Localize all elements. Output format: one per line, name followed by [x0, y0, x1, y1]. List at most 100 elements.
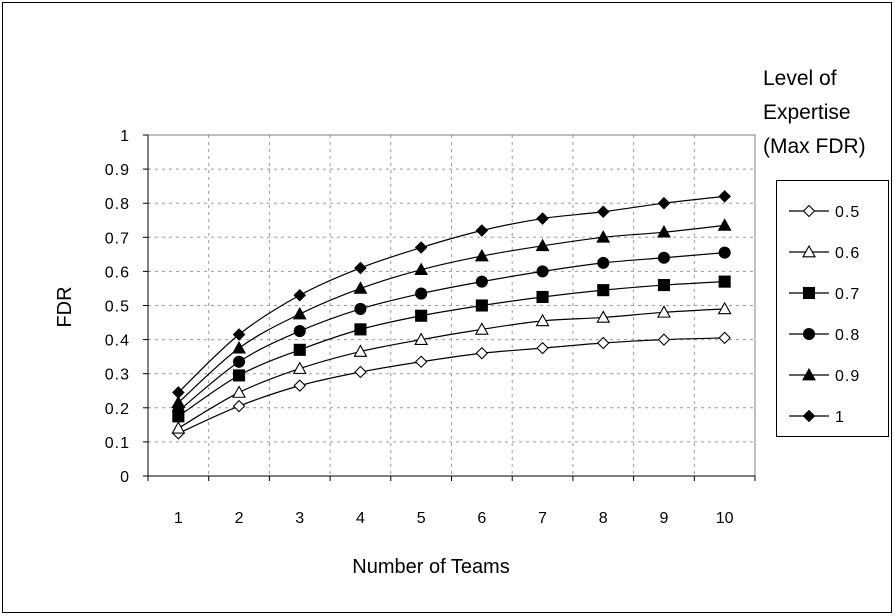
legend-item-0.8: 0.8: [789, 327, 860, 344]
legend-title-line-2: Expertise: [763, 101, 851, 124]
x-axis-label: Number of Teams: [352, 556, 509, 578]
x-tick-label: 6: [477, 510, 486, 527]
marker-circle: [802, 327, 816, 341]
marker-diamond: [414, 241, 428, 254]
marker-square: [657, 278, 671, 292]
marker-diamond: [536, 341, 549, 355]
series-1: [172, 190, 731, 399]
legend-item-0.5: 0.5: [789, 204, 860, 221]
marker-triangle: [232, 385, 246, 398]
marker-diamond: [657, 333, 671, 346]
marker-diamond: [596, 205, 610, 219]
marker-triangle: [292, 361, 307, 374]
marker-triangle: [535, 313, 550, 327]
legend-label: 1: [835, 409, 845, 426]
marker-diamond: [354, 365, 367, 379]
marker-circle: [536, 265, 549, 278]
marker-triangle: [474, 248, 489, 262]
marker-triangle: [414, 262, 429, 276]
marker-triangle: [802, 244, 816, 258]
marker-diamond: [596, 336, 610, 350]
marker-triangle: [717, 301, 732, 315]
x-tick-label: 2: [235, 510, 244, 527]
marker-diamond: [802, 204, 816, 218]
legend-item-1: 1: [789, 409, 845, 426]
marker-diamond: [232, 399, 246, 413]
series-group: [171, 190, 732, 440]
y-tick-label: 0.8: [105, 196, 130, 213]
marker-diamond: [802, 409, 816, 423]
legend-title-line-1: Level of: [763, 67, 837, 90]
marker-circle: [718, 246, 731, 259]
marker-circle: [415, 287, 428, 300]
x-tick-label: 3: [295, 510, 304, 527]
marker-triangle: [353, 344, 368, 357]
marker-triangle: [171, 395, 186, 409]
marker-diamond: [293, 379, 307, 392]
marker-square: [415, 309, 428, 322]
marker-triangle: [596, 230, 611, 243]
legend: 0.5 0.6 0.7 0.8 0.9 1: [776, 180, 889, 437]
marker-square: [354, 323, 367, 336]
marker-diamond: [414, 355, 428, 369]
legend-label: 0.7: [835, 286, 860, 303]
y-tick-label: 0.7: [105, 230, 130, 247]
y-tick-label: 0.2: [105, 401, 130, 418]
marker-triangle: [802, 367, 816, 381]
legend-label: 0.9: [835, 368, 860, 385]
y-tick-label: 0: [120, 469, 130, 486]
y-tick-label: 0.9: [105, 162, 130, 179]
series-line: [178, 308, 725, 429]
y-axis-label: FDR: [54, 286, 76, 327]
marker-diamond: [354, 261, 367, 275]
marker-square: [475, 299, 488, 312]
marker-triangle: [596, 310, 611, 323]
marker-circle: [657, 251, 671, 264]
series-0.6: [171, 301, 732, 434]
marker-diamond: [293, 288, 307, 302]
marker-square: [536, 290, 549, 304]
series-0.8: [172, 246, 731, 418]
x-tick-label: 1: [174, 510, 183, 527]
series-line: [178, 337, 725, 434]
series-line: [177, 252, 725, 412]
legend-label: 0.6: [835, 245, 860, 262]
marker-triangle: [171, 421, 186, 434]
marker-triangle: [414, 332, 429, 345]
marker-diamond: [232, 328, 246, 341]
y-tick-label: 0.4: [105, 333, 130, 350]
marker-triangle: [292, 306, 307, 320]
marker-diamond: [475, 224, 489, 237]
marker-square: [597, 284, 610, 297]
marker-diamond: [718, 190, 731, 203]
axes: 0 0.1 0.2 0.3 0.4 0.5 0.6 0.7 0.8 0.9 1 1 2 3 4 5 6 7 8 9 10: [105, 128, 756, 527]
marker-diamond: [475, 346, 489, 360]
marker-triangle: [353, 281, 368, 294]
series-0.5: [172, 331, 731, 440]
x-tick-label: 7: [538, 510, 547, 527]
x-tick-label: 8: [599, 510, 608, 527]
legend-item-0.7: 0.7: [789, 286, 860, 303]
legend-entries: 0.5 0.6 0.7 0.8 0.9 1: [789, 204, 860, 426]
series-0.9: [171, 218, 732, 409]
marker-square: [802, 286, 816, 300]
marker-triangle: [717, 218, 732, 231]
series-0.7: [172, 275, 731, 423]
legend-label: 0.5: [835, 204, 860, 221]
marker-square: [293, 343, 306, 356]
marker-diamond: [536, 212, 549, 225]
y-tick-label: 0.6: [105, 264, 130, 281]
series-line: [177, 224, 725, 404]
marker-triangle: [657, 225, 671, 238]
x-tick-label: 4: [356, 510, 365, 527]
marker-square: [718, 275, 731, 288]
marker-diamond: [657, 196, 671, 210]
x-tick-label: 10: [716, 510, 734, 527]
marker-circle: [293, 325, 306, 338]
series-line: [177, 195, 725, 393]
marker-triangle: [474, 322, 489, 335]
legend-label: 0.8: [835, 327, 860, 344]
x-tick-label: 9: [659, 510, 668, 527]
